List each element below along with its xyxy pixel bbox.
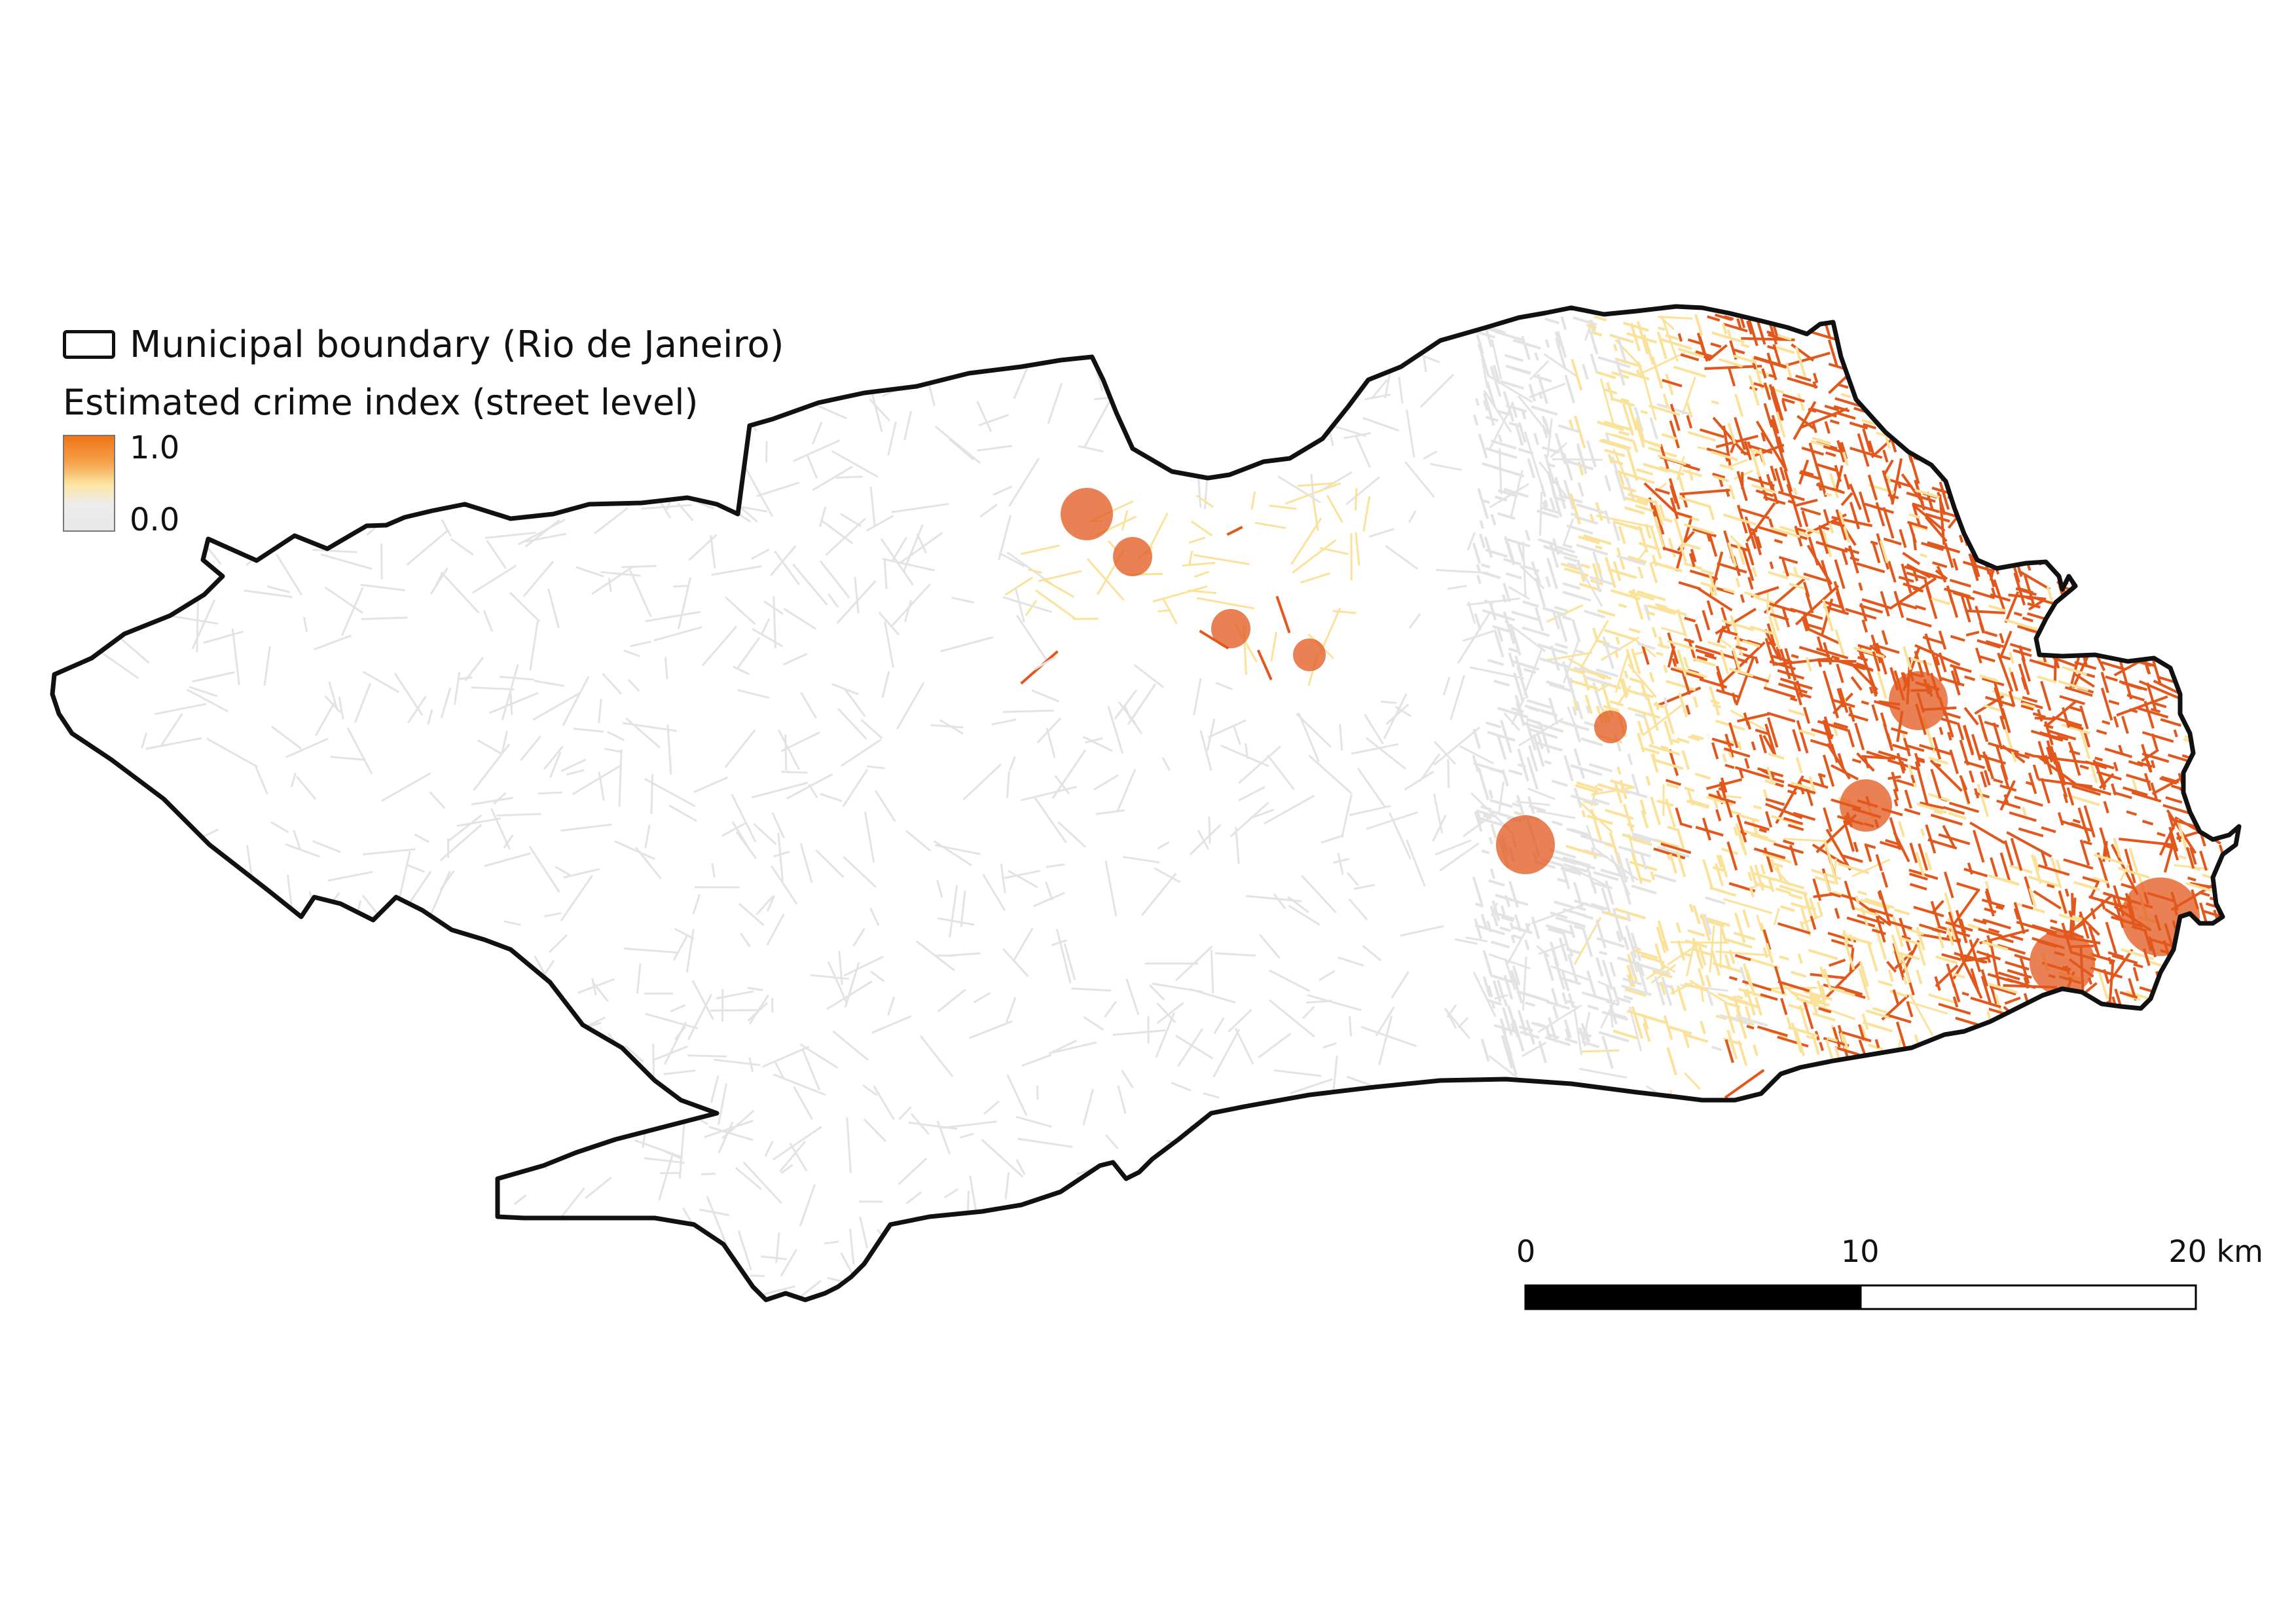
legend-boundary-row: Municipal boundary (Rio de Janeiro) xyxy=(63,313,784,376)
ramp-max-label: 1.0 xyxy=(130,430,180,466)
scale-label-20km: 20 km xyxy=(2168,1234,2263,1269)
legend-color-ramp-row: 1.0 0.0 xyxy=(63,430,784,538)
scale-label-10: 10 xyxy=(1841,1234,1880,1269)
scale-bar-black-segment xyxy=(1525,1285,1861,1309)
legend-boundary-label: Municipal boundary (Rio de Janeiro) xyxy=(130,323,784,366)
legend-index-title: Estimated crime index (street level) xyxy=(63,382,699,423)
map-legend: Municipal boundary (Rio de Janeiro) Esti… xyxy=(63,313,784,538)
color-ramp xyxy=(63,435,115,532)
boundary-swatch xyxy=(63,330,115,359)
scale-bar-white-segment xyxy=(1859,1284,2197,1310)
scale-bar xyxy=(1524,1284,2197,1310)
ramp-labels: 1.0 0.0 xyxy=(130,430,179,538)
ramp-min-label: 0.0 xyxy=(130,502,180,538)
scale-label-0: 0 xyxy=(1516,1234,1536,1269)
crime-hotspot-layer xyxy=(1061,313,2239,1076)
municipal-boundary-outline xyxy=(50,304,2242,1302)
